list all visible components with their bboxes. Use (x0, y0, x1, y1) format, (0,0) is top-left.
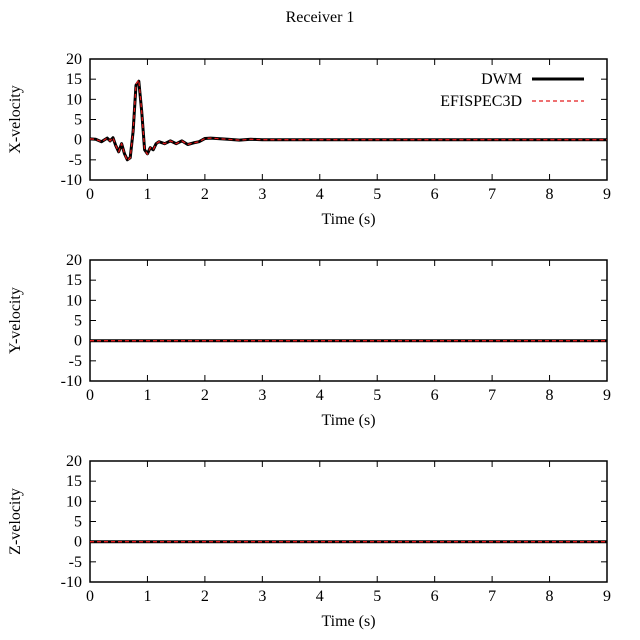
x-tick-label: 6 (431, 186, 439, 203)
x-tick-label: 1 (143, 186, 151, 203)
y-axis-label: Y-velocity (7, 287, 24, 354)
y-axis-label: Z-velocity (7, 488, 24, 555)
y-tick-label: 15 (66, 473, 82, 490)
x-tick-label: 3 (258, 387, 266, 404)
y-tick-label: -10 (61, 373, 82, 390)
x-tick-label: 7 (488, 387, 496, 404)
y-axis-label: X-velocity (7, 85, 24, 153)
x-tick-label: 5 (373, 387, 381, 404)
x-tick-label: 0 (86, 387, 94, 404)
x-tick-label: 1 (143, 588, 151, 605)
y-tick-label: 0 (74, 534, 82, 551)
figure-title: Receiver 1 (286, 9, 355, 26)
x-tick-label: 7 (488, 186, 496, 203)
y-tick-label: 10 (66, 292, 82, 309)
x-tick-label: 3 (258, 588, 266, 605)
x-tick-label: 3 (258, 186, 266, 203)
y-tick-label: 15 (66, 272, 82, 289)
x-tick-label: 7 (488, 588, 496, 605)
legend: DWM EFISPEC3D (440, 71, 584, 110)
x-tick-label: 9 (603, 588, 611, 605)
x-tick-label: 8 (546, 588, 554, 605)
plot-frame (89, 58, 608, 181)
x-tick-label: 2 (201, 588, 209, 605)
x-tick-label: 1 (143, 387, 151, 404)
x-tick-label: 6 (431, 588, 439, 605)
y-tick-label: -5 (69, 152, 82, 169)
y-tick-label: -5 (69, 554, 82, 571)
series-line-dwm (89, 79, 607, 162)
y-tick-label: -5 (69, 353, 82, 370)
x-axis-label: Time (s) (321, 412, 375, 429)
x-tick-label: 2 (201, 387, 209, 404)
y-tick-label: 5 (74, 514, 82, 531)
y-tick-label: 0 (74, 333, 82, 350)
plot-frame (89, 259, 608, 382)
y-tick-label: 5 (74, 112, 82, 129)
x-tick-label: 8 (546, 186, 554, 203)
y-tick-label: 10 (66, 91, 82, 108)
y-tick-label: 20 (66, 252, 82, 269)
y-tick-label: 10 (66, 493, 82, 510)
y-tick-label: 20 (66, 453, 82, 470)
legend-label: DWM (481, 71, 522, 88)
y-tick-label: 0 (74, 132, 82, 149)
x-axis-label: Time (s) (321, 613, 375, 630)
x-tick-label: 9 (603, 186, 611, 203)
x-tick-label: 4 (316, 387, 324, 404)
x-tick-label: 4 (316, 588, 324, 605)
x-tick-label: 8 (546, 387, 554, 404)
x-tick-label: 5 (373, 588, 381, 605)
series-line-efispec3d (89, 79, 607, 162)
x-tick-label: 4 (316, 186, 324, 203)
y-tick-label: -10 (61, 172, 82, 189)
x-tick-label: 2 (201, 186, 209, 203)
x-tick-label: 6 (431, 387, 439, 404)
y-tick-label: 15 (66, 71, 82, 88)
x-tick-label: 9 (603, 387, 611, 404)
y-tick-label: 5 (74, 313, 82, 330)
y-tick-label: 20 (66, 51, 82, 68)
x-tick-label: 5 (373, 186, 381, 203)
y-tick-label: -10 (61, 574, 82, 591)
x-tick-label: 0 (86, 186, 94, 203)
x-tick-label: 0 (86, 588, 94, 605)
plot-frame (89, 460, 608, 583)
x-axis-label: Time (s) (321, 211, 375, 228)
legend-label: EFISPEC3D (440, 93, 522, 110)
